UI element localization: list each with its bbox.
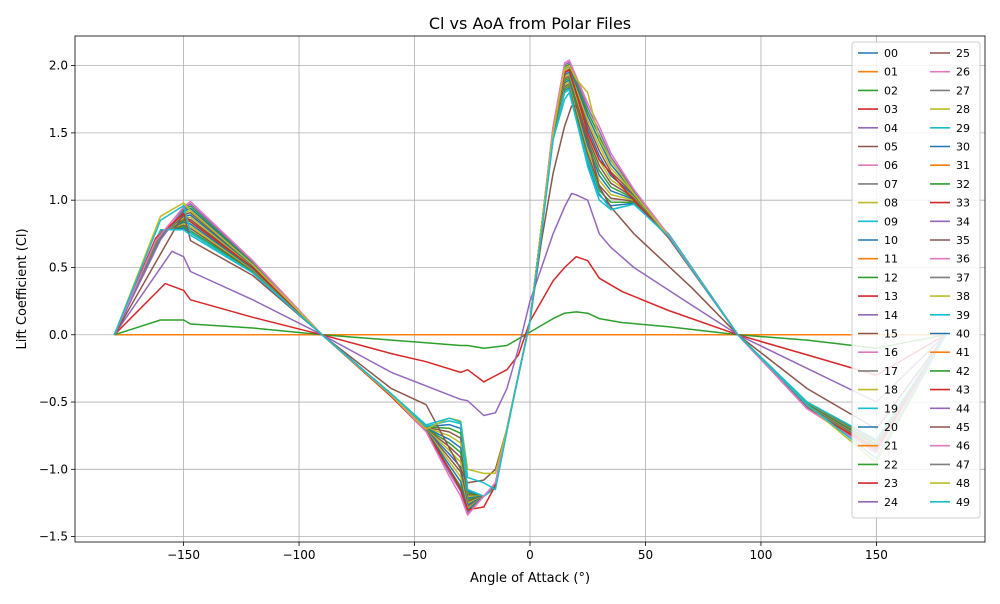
legend-label: 34 bbox=[956, 215, 970, 228]
x-axis-label: Angle of Attack (°) bbox=[470, 571, 590, 586]
legend-label: 22 bbox=[884, 458, 898, 471]
legend-label: 14 bbox=[884, 309, 898, 322]
y-axis-label: Lift Coefficient (Cl) bbox=[15, 228, 30, 349]
legend-label: 28 bbox=[956, 103, 970, 116]
legend-label: 36 bbox=[956, 253, 970, 266]
legend-label: 45 bbox=[956, 421, 970, 434]
legend-label: 37 bbox=[956, 271, 970, 284]
legend-label: 24 bbox=[884, 496, 898, 509]
legend-label: 33 bbox=[956, 197, 970, 210]
y-tick-label: 1.0 bbox=[49, 193, 68, 207]
legend-label: 29 bbox=[956, 122, 970, 135]
legend-label: 19 bbox=[884, 402, 898, 415]
legend-label: 47 bbox=[956, 458, 970, 471]
x-tick-label: 0 bbox=[526, 548, 534, 562]
legend-label: 35 bbox=[956, 234, 970, 247]
legend-label: 38 bbox=[956, 290, 970, 303]
legend-label: 12 bbox=[884, 271, 898, 284]
y-tick-label: 0.5 bbox=[49, 260, 68, 274]
y-tick-label: −1.5 bbox=[39, 530, 68, 544]
legend-label: 23 bbox=[884, 477, 898, 490]
legend-label: 43 bbox=[956, 384, 970, 397]
legend-label: 17 bbox=[884, 365, 898, 378]
x-tick-label: 100 bbox=[750, 548, 773, 562]
legend-label: 30 bbox=[956, 141, 970, 154]
legend-label: 49 bbox=[956, 496, 970, 509]
y-tick-label: −1.0 bbox=[39, 462, 68, 476]
x-tick-label: 50 bbox=[638, 548, 653, 562]
legend-label: 15 bbox=[884, 328, 898, 341]
legend-label: 27 bbox=[956, 84, 970, 97]
legend-label: 42 bbox=[956, 365, 970, 378]
legend-box bbox=[851, 41, 981, 519]
legend-label: 13 bbox=[884, 290, 898, 303]
legend-label: 31 bbox=[956, 159, 970, 172]
legend-label: 48 bbox=[956, 477, 970, 490]
y-tick-label: −0.5 bbox=[39, 395, 68, 409]
y-tick-label: 1.5 bbox=[49, 126, 68, 140]
legend-label: 41 bbox=[956, 346, 970, 359]
legend-label: 21 bbox=[884, 440, 898, 453]
legend-label: 26 bbox=[956, 66, 970, 79]
series-line-04 bbox=[113, 192, 947, 417]
x-tick-label: 150 bbox=[865, 548, 888, 562]
legend-label: 32 bbox=[956, 178, 970, 191]
legend-label: 06 bbox=[884, 159, 898, 172]
legend-label: 25 bbox=[956, 47, 970, 60]
legend-label: 01 bbox=[884, 66, 898, 79]
series-line-03 bbox=[113, 255, 947, 383]
x-tick-label: −50 bbox=[402, 548, 427, 562]
legend-label: 04 bbox=[884, 122, 898, 135]
legend-label: 39 bbox=[956, 309, 970, 322]
y-tick-label: 2.0 bbox=[49, 59, 68, 73]
chart-title: Cl vs AoA from Polar Files bbox=[429, 14, 631, 33]
x-tick-label: −150 bbox=[167, 548, 200, 562]
legend-label: 02 bbox=[884, 84, 898, 97]
x-tick-label: −100 bbox=[283, 548, 316, 562]
series-line-02 bbox=[114, 311, 946, 349]
legend-label: 05 bbox=[884, 141, 898, 154]
y-tick-label: 0.0 bbox=[49, 328, 68, 342]
series-line-49 bbox=[113, 91, 947, 491]
legend-label: 07 bbox=[884, 178, 898, 191]
legend-label: 10 bbox=[884, 234, 898, 247]
legend: 00 01 02 03 04 05 06 07 08 09 10 11 12 13 14 15 16 17 18 19… bbox=[851, 41, 981, 519]
legend-label: 40 bbox=[956, 328, 970, 341]
legend-label: 03 bbox=[884, 103, 898, 116]
legend-label: 20 bbox=[884, 421, 898, 434]
legend-label: 00 bbox=[884, 47, 898, 60]
legend-label: 16 bbox=[884, 346, 898, 359]
legend-label: 46 bbox=[956, 440, 970, 453]
legend-label: 09 bbox=[884, 215, 898, 228]
legend-label: 44 bbox=[956, 402, 970, 415]
legend-label: 08 bbox=[884, 197, 898, 210]
legend-label: 11 bbox=[884, 253, 898, 266]
legend-label: 18 bbox=[884, 384, 898, 397]
